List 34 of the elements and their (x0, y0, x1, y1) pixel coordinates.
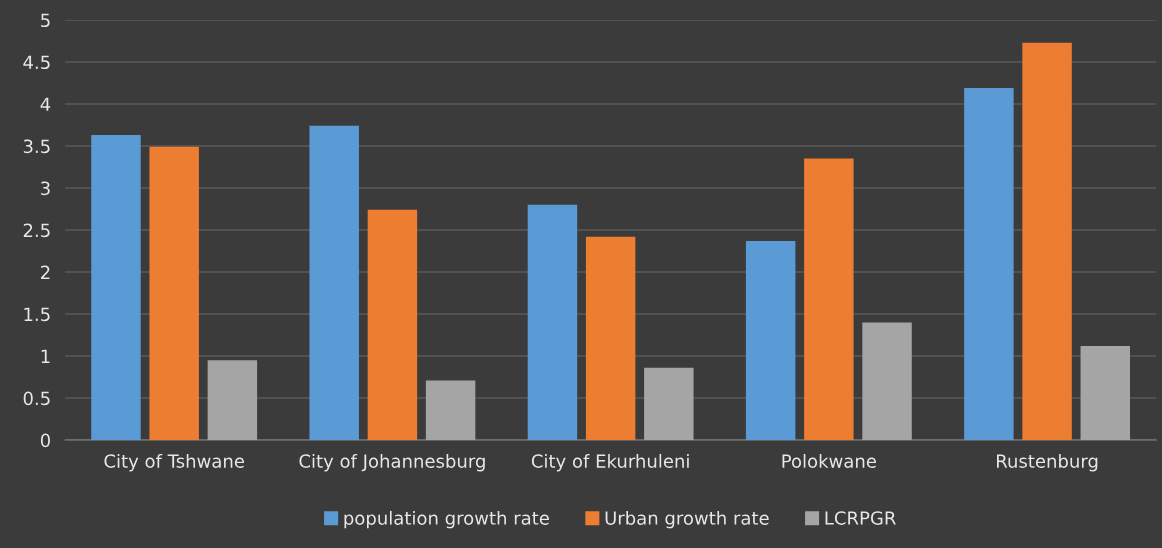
y-tick-label: 0 (40, 433, 50, 448)
bar (91, 135, 141, 441)
bar (804, 158, 854, 441)
x-tick-label: Rustenburg (997, 453, 1098, 472)
legend-label: LCRPGR (825, 511, 896, 525)
y-tick-label: 1.5 (24, 307, 50, 322)
x-tick-label: City of Johannesburg (299, 453, 485, 472)
y-tick-label: 1 (41, 349, 50, 363)
bar (862, 322, 912, 441)
y-tick-label: 4.5 (23, 55, 50, 70)
bar (207, 360, 258, 441)
y-tick-label: 0.5 (23, 391, 50, 406)
bar (964, 88, 1014, 441)
bar (745, 240, 796, 441)
y-tick-label: 2 (41, 265, 50, 279)
bar (644, 367, 694, 441)
bar (309, 125, 359, 441)
y-tick-label: 4 (40, 97, 51, 111)
y-tick-label: 2.5 (23, 223, 50, 238)
bar (425, 380, 476, 441)
bar (585, 236, 636, 441)
bar (367, 209, 418, 441)
x-tick-label: City of Ekurhuleni (531, 453, 689, 472)
y-tick-label: 3.5 (23, 139, 50, 154)
bar (527, 204, 578, 441)
y-tick-label: 5 (41, 13, 50, 28)
x-tick-label: Polokwane (782, 453, 876, 468)
legend-label: population growth rate (344, 510, 549, 529)
bar (1022, 42, 1072, 441)
y-tick-label: 3 (41, 181, 50, 196)
bar (149, 146, 199, 441)
bar (1080, 345, 1130, 441)
x-tick-label: City of Tshwane (104, 453, 244, 472)
legend-label: Urban growth rate (605, 510, 769, 529)
